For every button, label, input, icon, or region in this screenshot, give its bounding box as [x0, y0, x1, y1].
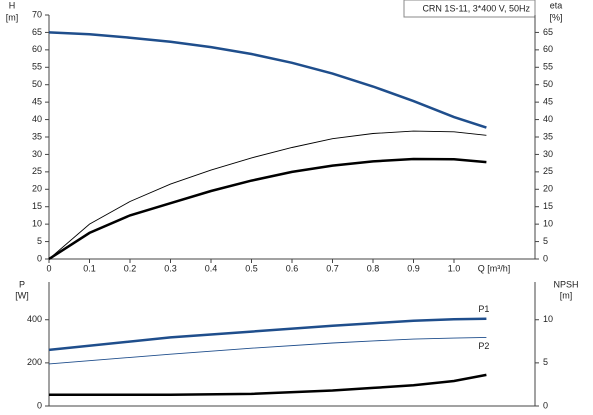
y-axis-label: [m]	[6, 12, 19, 22]
series-line	[48, 130, 487, 260]
x-tick-label: 0.2	[124, 263, 137, 273]
x-tick-label: 0.9	[407, 263, 420, 273]
y2-tick-label: 25	[543, 166, 553, 176]
x-tick-label: 0.1	[83, 263, 96, 273]
y2-tick-label: 50	[543, 79, 553, 89]
y-tick-label: 65	[32, 27, 42, 37]
y2-tick-label: 55	[543, 62, 553, 72]
y-tick-label: 10	[32, 219, 42, 229]
y-tick-label: 40	[32, 114, 42, 124]
y-tick-label: 30	[32, 149, 42, 159]
y2-axis-label: eta	[550, 0, 563, 10]
series-label: P1	[478, 304, 489, 314]
y2-tick-label: 30	[543, 149, 553, 159]
y-axis-label: H	[9, 0, 16, 10]
series-line	[49, 373, 487, 397]
y2-tick-label: 65	[543, 27, 553, 37]
y-axis-label: [W]	[15, 290, 29, 300]
y2-tick-label: 40	[543, 114, 553, 124]
y2-tick-label: 20	[543, 184, 553, 194]
y2-axis-label: [%]	[549, 12, 562, 22]
y2-axis-label: NPSH	[553, 279, 578, 289]
y-tick-label: 35	[32, 131, 42, 141]
y2-axis-label: [m]	[560, 290, 573, 300]
y-tick-label: 50	[32, 79, 42, 89]
x-tick-label: 0.8	[367, 263, 380, 273]
series-line	[48, 317, 487, 352]
x-tick-label: 1.0	[448, 263, 461, 273]
y2-tick-label: 10	[543, 219, 553, 229]
x-tick-label: 0.6	[286, 263, 299, 273]
series-line	[48, 336, 487, 365]
y2-tick-label: 5	[543, 357, 548, 367]
x-tick-label: 0.7	[326, 263, 339, 273]
x-tick-label: 0.5	[245, 263, 258, 273]
annotation: CRN 1S-11, 3*400 V, 50Hz	[422, 3, 530, 13]
series-line	[48, 31, 487, 129]
y-tick-label: 0	[37, 400, 42, 410]
y-tick-label: 70	[32, 9, 42, 19]
y-tick-label: 200	[27, 357, 42, 367]
y-tick-label: 5	[37, 236, 42, 246]
y-tick-label: 25	[32, 166, 42, 176]
y-tick-label: 20	[32, 184, 42, 194]
y2-tick-label: 10	[543, 314, 553, 324]
y2-tick-label: 60	[543, 44, 553, 54]
y-tick-label: 15	[32, 201, 42, 211]
x-axis-label: Q [m³/h]	[478, 263, 511, 273]
y2-tick-label: 5	[543, 236, 548, 246]
y2-tick-label: 15	[543, 201, 553, 211]
y-tick-label: 400	[27, 314, 42, 324]
y-axis-label: P	[19, 279, 25, 289]
y2-tick-label: 35	[543, 131, 553, 141]
y-tick-label: 55	[32, 62, 42, 72]
y-tick-label: 45	[32, 97, 42, 107]
y2-tick-label: 45	[543, 97, 553, 107]
series-line	[48, 157, 487, 261]
y-tick-label: 60	[32, 44, 42, 54]
x-tick-label: 0.4	[205, 263, 218, 273]
y2-tick-label: 0	[543, 253, 548, 263]
x-tick-label: 0	[46, 263, 51, 273]
annotation-box	[403, 0, 536, 18]
y-tick-label: 0	[37, 253, 42, 263]
x-tick-label: 0.3	[164, 263, 177, 273]
series-label: P2	[478, 341, 489, 351]
y2-tick-label: 0	[543, 400, 548, 410]
